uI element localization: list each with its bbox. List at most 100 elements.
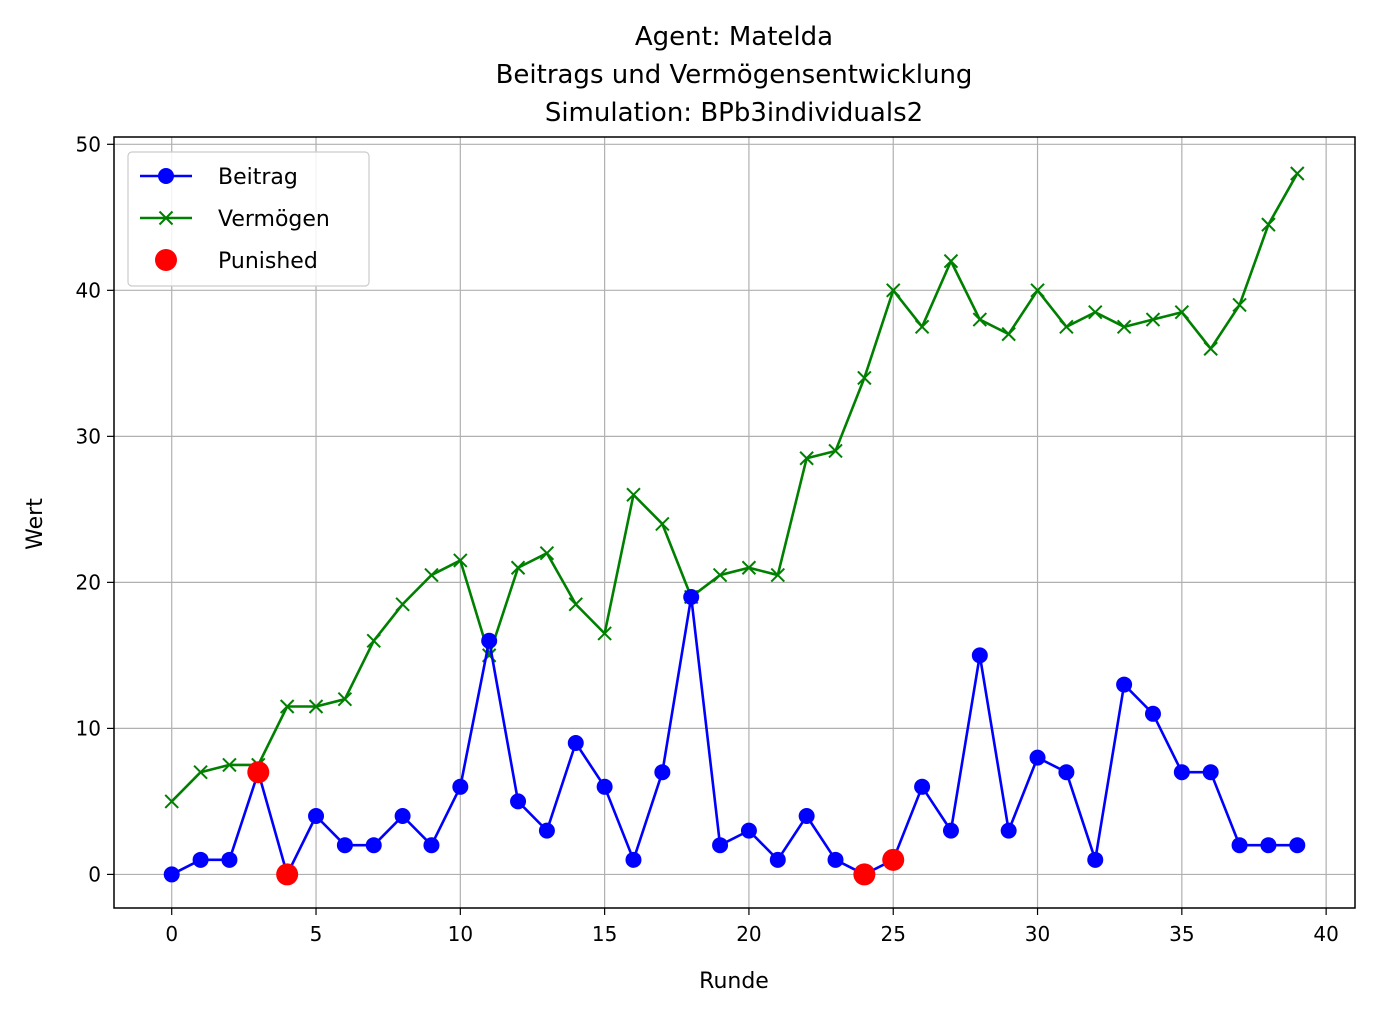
legend-entry-beitrag: Beitrag — [140, 165, 298, 190]
grid — [114, 137, 1355, 908]
data-point-verm-gen — [828, 443, 843, 459]
data-point-beitrag — [683, 588, 700, 605]
data-point-beitrag — [654, 764, 671, 781]
data-point-beitrag — [336, 837, 353, 854]
data-point-beitrag — [394, 808, 411, 825]
data-point-verm-gen — [453, 553, 468, 568]
data-point-beitrag — [1116, 676, 1133, 693]
legend-entry-verm-gen: Vermögen — [140, 207, 330, 232]
data-point-verm-gen — [1232, 297, 1247, 313]
y-tick-label: 20 — [76, 570, 101, 594]
data-point-verm-gen — [337, 691, 353, 707]
data-point-verm-gen — [1059, 319, 1074, 335]
legend-box — [127, 151, 370, 287]
x-tick-label: 30 — [1025, 922, 1050, 946]
x-tick-label: 0 — [165, 922, 178, 946]
data-point-beitrag — [1202, 764, 1219, 781]
data-point-verm-gen — [539, 545, 555, 561]
x-tick-label: 15 — [592, 922, 617, 946]
data-point-verm-gen — [193, 764, 208, 780]
data-point-verm-gen — [943, 253, 959, 269]
y-tick-label: 50 — [76, 132, 101, 156]
data-point-beitrag — [740, 822, 757, 839]
data-point-beitrag — [1289, 837, 1306, 854]
data-point-verm-gen — [1116, 319, 1132, 335]
data-point-verm-gen — [886, 283, 901, 298]
data-point-beitrag — [1173, 764, 1190, 781]
punished-point — [276, 863, 299, 886]
chart-title-line-3: Simulation: BPb3individuals2 — [545, 98, 923, 128]
data-point-verm-gen — [1261, 217, 1276, 232]
data-point-verm-gen — [626, 487, 641, 502]
x-tick-label: 40 — [1313, 922, 1338, 946]
data-point-beitrag — [625, 851, 642, 868]
data-point-verm-gen — [1290, 166, 1305, 181]
data-point-verm-gen — [857, 370, 872, 386]
y-tick-label: 10 — [76, 716, 101, 740]
data-point-beitrag — [769, 851, 786, 868]
data-point-verm-gen — [366, 633, 381, 648]
data-point-beitrag — [538, 822, 555, 839]
data-point-beitrag — [481, 632, 498, 649]
x-tick-label: 5 — [310, 922, 323, 946]
x-tick-label: 20 — [736, 922, 761, 946]
legend-label: Punished — [218, 249, 318, 274]
legend-label: Vermögen — [218, 207, 330, 232]
data-point-verm-gen — [799, 451, 814, 466]
series-beitrag — [163, 588, 1306, 883]
data-point-beitrag — [221, 851, 238, 868]
data-point-verm-gen — [972, 312, 988, 327]
data-point-verm-gen — [1001, 326, 1016, 342]
data-point-beitrag — [308, 808, 325, 825]
data-point-beitrag — [712, 837, 729, 854]
legend-label: Beitrag — [218, 165, 298, 190]
data-point-verm-gen — [510, 560, 526, 575]
data-point-beitrag — [1000, 822, 1017, 839]
data-point-beitrag — [798, 808, 815, 825]
data-point-beitrag — [596, 778, 613, 795]
data-point-beitrag — [1260, 837, 1277, 854]
data-point-verm-gen — [395, 597, 410, 612]
data-point-verm-gen — [222, 757, 237, 773]
data-point-beitrag — [1144, 705, 1161, 722]
legend-marker — [155, 249, 177, 271]
y-axis-label: Wert — [23, 498, 48, 550]
data-point-beitrag — [452, 778, 469, 795]
punished-point — [882, 848, 905, 871]
punished-point — [247, 761, 270, 784]
data-point-verm-gen — [279, 699, 295, 714]
data-point-beitrag — [510, 793, 527, 810]
y-tick-label: 40 — [76, 278, 101, 302]
x-tick-label: 25 — [881, 922, 906, 946]
plot-series — [163, 166, 1306, 886]
data-point-beitrag — [1231, 837, 1248, 854]
legend: Beitrag Vermögen Punished — [127, 151, 370, 287]
x-tick-label: 35 — [1169, 922, 1194, 946]
x-axis-label: Runde — [699, 969, 769, 994]
data-point-beitrag — [1087, 851, 1104, 868]
data-point-verm-gen — [1145, 312, 1161, 327]
data-point-verm-gen — [1088, 305, 1103, 320]
data-point-verm-gen — [597, 626, 612, 641]
data-point-verm-gen — [1030, 283, 1045, 298]
data-point-beitrag — [1058, 764, 1075, 781]
y-tick-label: 0 — [88, 862, 101, 886]
data-point-verm-gen — [1174, 305, 1190, 320]
series-line-beitrag — [171, 595, 1298, 876]
data-point-beitrag — [192, 851, 209, 868]
data-point-verm-gen — [308, 699, 324, 714]
data-point-beitrag — [827, 851, 844, 868]
series-line-verm-gen — [170, 172, 1299, 803]
chart-title: Agent: Matelda Beitrags und Vermögensent… — [496, 22, 973, 128]
data-point-verm-gen — [914, 319, 930, 335]
data-point-verm-gen — [424, 567, 439, 583]
data-point-beitrag — [163, 866, 180, 883]
chart-title-line-2: Beitrags und Vermögensentwicklung — [496, 60, 973, 90]
legend-marker — [158, 210, 174, 226]
data-point-beitrag — [942, 822, 959, 839]
legend-marker — [158, 168, 174, 184]
data-point-beitrag — [914, 778, 931, 795]
legend-entry-punished: Punished — [155, 249, 318, 274]
data-point-verm-gen — [655, 516, 670, 532]
plot-frame — [113, 136, 1356, 909]
